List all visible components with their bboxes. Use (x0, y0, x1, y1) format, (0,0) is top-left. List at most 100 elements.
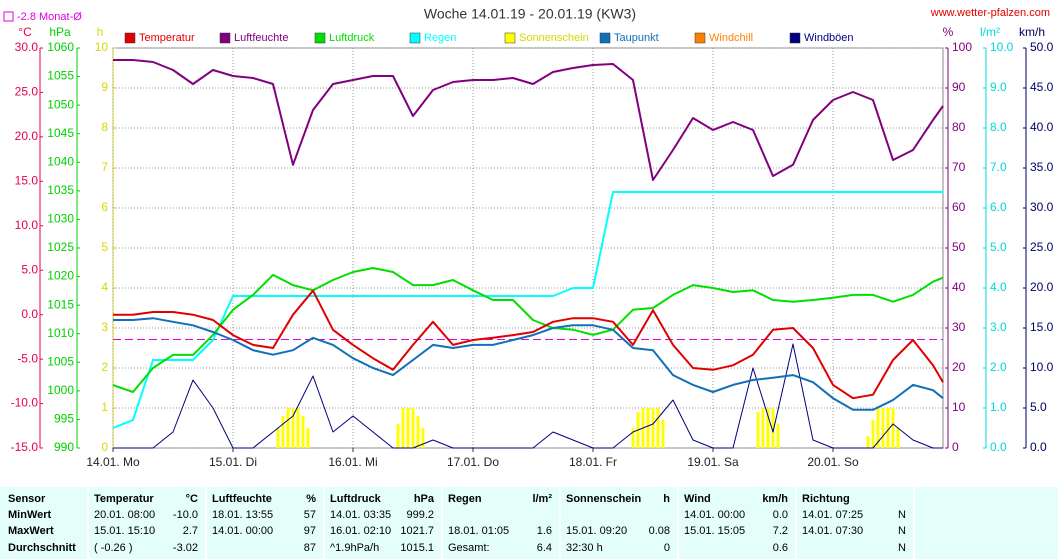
y-tick-label: 40 (952, 280, 966, 294)
chart-title: Woche 14.01.19 - 20.01.19 (KW3) (424, 6, 636, 22)
legend-swatch (694, 32, 706, 44)
y-tick-label: 30.0 (15, 40, 39, 54)
cell-value: 87 (304, 542, 316, 554)
y-tick-label: 30.0 (1030, 200, 1054, 214)
cell-value: N (898, 542, 906, 554)
row-label: Durchschnitt (8, 542, 76, 554)
y-tick-label: 50.0 (1030, 40, 1054, 54)
y-tick-label: 4 (101, 280, 108, 294)
series-line (113, 289, 944, 400)
group-name: Regen (448, 493, 482, 505)
y-tick-label: 10 (95, 40, 109, 54)
group-unit: l/m² (532, 493, 552, 505)
cell-value: 97 (304, 525, 316, 537)
sunshine-bar (396, 424, 400, 448)
cell-time: 15.01. 15:10 (94, 525, 155, 537)
x-tick-label: 20.01. So (807, 455, 859, 469)
y-tick-label: -15.0 (11, 440, 39, 454)
legend-label: Sonnenschein (519, 32, 589, 44)
group-unit: % (306, 493, 316, 505)
axis-title: °C (18, 25, 32, 39)
group-unit: °C (186, 493, 198, 505)
x-tick-label: 17.01. Do (447, 455, 499, 469)
axis-title: l/m² (980, 25, 1000, 39)
group-unit: hPa (414, 493, 435, 505)
y-tick-label: 40.0 (1030, 120, 1054, 134)
sunshine-bar (651, 408, 655, 448)
y-tick-label: 20 (952, 360, 966, 374)
y-tick-label: 1035 (47, 183, 74, 197)
sunshine-bar (291, 408, 295, 448)
sunshine-bar (281, 416, 285, 448)
legend-swatch (789, 32, 801, 44)
series-line (113, 343, 943, 449)
legend-label: Taupunkt (614, 32, 659, 44)
y-tick-label: 50 (952, 240, 966, 254)
y-tick-label: 6 (101, 200, 108, 214)
sunshine-bar (871, 420, 875, 448)
legend-swatch (314, 32, 326, 44)
axis-title: h (97, 25, 104, 39)
x-tick-label: 15.01. Di (209, 455, 257, 469)
y-tick-label: 1000 (47, 383, 74, 397)
cell-time: 14.01. 07:30 (802, 525, 863, 537)
cell-time: 14.01. 03:35 (330, 509, 391, 521)
sunshine-bar (776, 424, 780, 448)
sunshine-bar (896, 428, 900, 448)
cell-time: 16.01. 02:10 (330, 525, 391, 537)
sunshine-bar (661, 420, 665, 448)
table-corner: Sensor (8, 493, 46, 505)
cell-value: 6.4 (537, 542, 552, 554)
sunshine-bar (761, 408, 765, 448)
y-tick-label: -10.0 (11, 396, 39, 410)
group-name: Sonnenschein (566, 493, 641, 505)
y-tick-label: 1025 (47, 240, 74, 254)
cell-time: 15.01. 15:05 (684, 525, 745, 537)
y-tick-label: 1040 (47, 154, 74, 168)
row-label: MaxWert (8, 525, 54, 537)
cell-value: -10.0 (173, 509, 198, 521)
cell-time: 18.01. 13:55 (212, 509, 273, 521)
cell-time: 15.01. 09:20 (566, 525, 627, 537)
y-tick-label: 25.0 (1030, 240, 1054, 254)
y-tick-label: 1060 (47, 40, 74, 54)
legend-label: Temperatur (139, 32, 195, 44)
sunshine-bar (406, 408, 410, 448)
sunshine-bar (866, 436, 870, 448)
sunshine-bar (646, 408, 650, 448)
cell-value: 0.0 (773, 509, 788, 521)
y-tick-label: 1050 (47, 97, 74, 111)
group-name: Temperatur (94, 493, 154, 505)
sunshine-bar (286, 408, 290, 448)
y-tick-label: 70 (952, 160, 966, 174)
y-tick-label: 7.0 (990, 160, 1007, 174)
cell-time: 18.01. 01:05 (448, 525, 509, 537)
y-tick-label: 25.0 (15, 85, 39, 99)
sunshine-bar (891, 408, 895, 448)
y-tick-label: 0.0 (21, 307, 38, 321)
cell-time: Gesamt: (448, 542, 490, 554)
y-tick-label: 1005 (47, 354, 74, 368)
y-tick-label: 0.0 (1030, 440, 1047, 454)
cell-value: 7.2 (773, 525, 788, 537)
y-tick-label: 2 (101, 360, 108, 374)
legend-swatch (409, 32, 421, 44)
axis-title: % (943, 25, 954, 39)
series-line (113, 317, 944, 411)
x-tick-label: 16.01. Mi (328, 455, 377, 469)
y-tick-label: 1045 (47, 126, 74, 140)
y-tick-label: 1055 (47, 69, 74, 83)
y-tick-label: -5.0 (17, 351, 38, 365)
cell-time: 14.01. 07:25 (802, 509, 863, 521)
legend-label: Luftfeuchte (234, 32, 288, 44)
y-tick-label: 10.0 (990, 40, 1014, 54)
y-tick-label: 80 (952, 120, 966, 134)
legend-swatch (599, 32, 611, 44)
y-tick-label: 3.0 (990, 320, 1007, 334)
cell-value: 0.08 (649, 525, 670, 537)
cell-time: ^1.9hPa/h (330, 542, 379, 554)
y-tick-label: 9.0 (990, 80, 1007, 94)
legend-label: Luftdruck (329, 32, 375, 44)
y-tick-label: 5.0 (990, 240, 1007, 254)
